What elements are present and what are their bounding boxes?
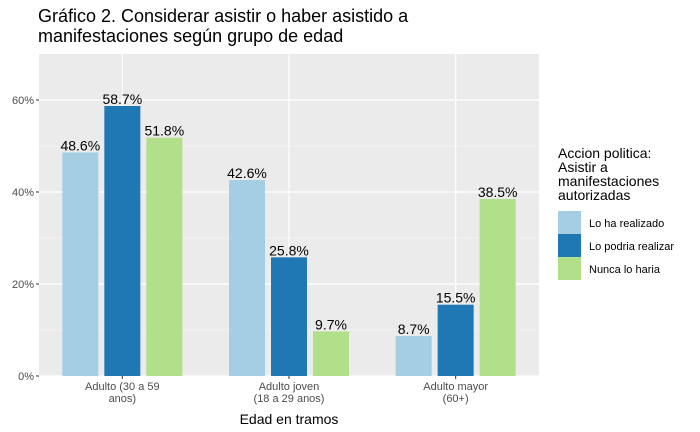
bar-data-label: 15.5% [436, 290, 476, 306]
bar-data-label: 42.6% [227, 165, 267, 181]
bar [104, 105, 141, 376]
legend-key [558, 257, 581, 280]
bar [479, 198, 516, 376]
y-tick-label: 0% [18, 371, 34, 383]
bar [395, 335, 432, 376]
legend-key [558, 211, 581, 234]
legend-label: Nunca lo haria [589, 264, 661, 276]
y-tick-label: 60% [12, 95, 34, 107]
bar-data-label: 58.7% [102, 91, 142, 107]
legend-label: Lo podria realizar [589, 241, 674, 253]
chart-title: Gráfico 2. Considerar asistir o haber as… [38, 6, 409, 46]
y-tick-label: 20% [12, 279, 34, 291]
x-tick-label: Adulto joven (18 a 29 anos) [254, 381, 325, 405]
legend-title: Accion politica: Asistir a manifestaciones… [558, 145, 659, 203]
x-tick-label: Adulto (30 a 59 anos) [85, 381, 160, 405]
bar [229, 180, 265, 376]
bar [313, 331, 349, 376]
bar [62, 152, 99, 376]
bar [146, 137, 183, 376]
bar [437, 304, 474, 376]
bar-data-label: 25.8% [269, 242, 309, 258]
bar [271, 257, 307, 376]
x-axis-title: Edad en tramos [240, 411, 339, 427]
bar-data-label: 51.8% [144, 123, 184, 139]
legend-key [558, 234, 581, 257]
legend-label: Lo ha realizado [589, 218, 664, 230]
bar-data-label: 9.7% [315, 316, 347, 332]
x-tick-label: Adulto mayor (60+) [423, 381, 488, 405]
bar-data-label: 48.6% [60, 137, 100, 153]
y-tick-label: 40% [12, 187, 34, 199]
bar-data-label: 38.5% [478, 184, 518, 200]
bar-data-label: 8.7% [398, 321, 430, 337]
